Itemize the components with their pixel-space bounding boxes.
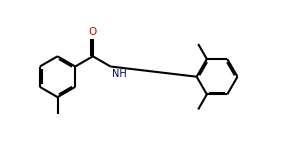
Text: O: O	[89, 27, 97, 37]
Text: NH: NH	[112, 69, 127, 79]
